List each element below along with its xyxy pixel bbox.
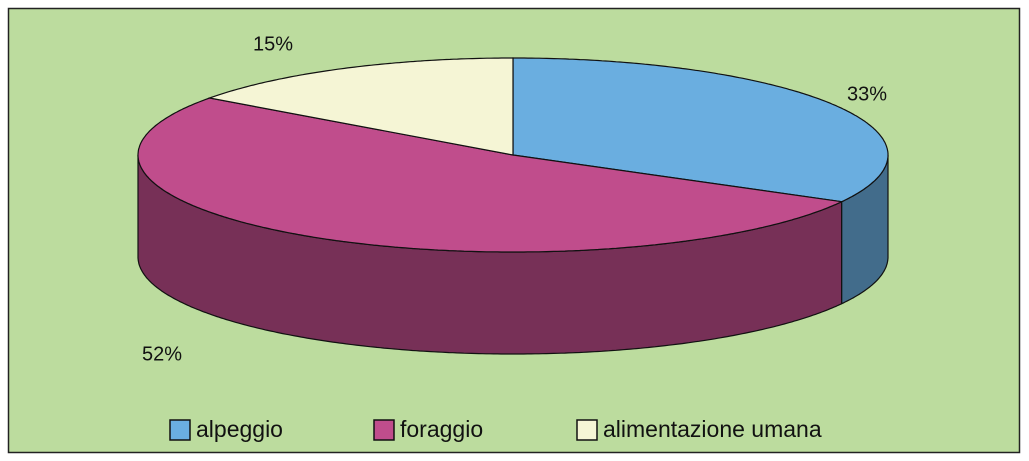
data-label: 33% <box>847 83 887 105</box>
slice <box>512 57 889 203</box>
labels: 33% 52% 15% <box>142 33 887 365</box>
data-label: 15% <box>253 33 293 55</box>
legend: alpeggio foraggio alimentazione umana <box>169 416 822 442</box>
legend-label: alimentazione umana <box>603 416 822 442</box>
data-label: 52% <box>142 343 182 365</box>
legend-swatch <box>169 419 191 441</box>
legend-swatch <box>576 419 598 441</box>
legend-swatch <box>373 419 395 441</box>
legend-label: foraggio <box>400 416 483 442</box>
slice <box>137 97 844 253</box>
slice <box>207 57 514 156</box>
legend-label: alpeggio <box>196 416 283 442</box>
pie <box>137 57 889 355</box>
